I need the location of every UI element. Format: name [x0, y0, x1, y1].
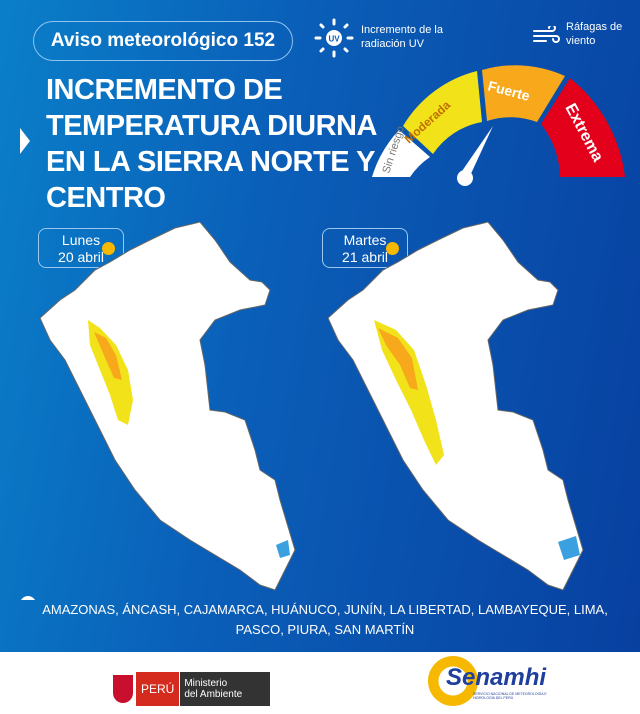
minam-logo: PERÚ Ministerio del Ambiente	[113, 672, 271, 706]
maps	[21, 221, 584, 600]
risk-gauge: Sin riesgo Moderada Fuerte Extrema	[372, 65, 625, 186]
gauge-moderada	[403, 71, 482, 154]
alert-zone-moderate	[88, 320, 133, 425]
ministry-label: Ministerio del Ambiente	[179, 672, 271, 706]
gauge-fuerte	[482, 65, 565, 122]
senamhi-sun-icon	[428, 656, 478, 706]
warning-poster: Aviso meteorológico 152 UV Incremento de…	[0, 0, 640, 652]
wind-legend-line: Ráfagas de	[566, 21, 623, 33]
date-card-tuesday: Martes 21 abril	[322, 228, 408, 268]
uv-legend-line: Incremento de la	[361, 24, 443, 36]
title-line: TEMPERATURA DIURNA	[46, 110, 377, 142]
senamhi-logo: Senamhi SERVICIO NACIONAL DE METEOROLOGÍ…	[428, 654, 558, 712]
map-tuesday	[327, 221, 584, 591]
ministry-line: Ministerio	[184, 678, 228, 689]
uv-legend-line: radiación UV	[361, 38, 424, 50]
title-arrow-icon	[20, 128, 30, 154]
gauge-extrema	[541, 78, 625, 177]
date-card-monday: Lunes 20 abril	[38, 228, 124, 268]
uv-sun-icon: UV	[314, 18, 354, 58]
gauge-sin-riesgo	[372, 130, 430, 177]
title-line: CENTRO	[46, 182, 166, 214]
date-date: 20 abril	[58, 249, 104, 265]
svg-text:UV: UV	[328, 35, 340, 44]
wind-icon	[533, 26, 560, 43]
gauge-needle	[460, 126, 493, 178]
senamhi-name: Senamhi	[446, 664, 547, 691]
location-pin-icon	[21, 596, 35, 600]
alert-zone-strong	[378, 328, 418, 390]
peru-label: PERÚ	[136, 672, 180, 706]
warning-badge: Aviso meteorológico 152	[33, 21, 293, 61]
lake-titicaca	[558, 536, 580, 560]
title-line: EN LA SIERRA NORTE Y	[46, 146, 375, 178]
map-monday	[39, 221, 296, 591]
sun-icon	[386, 242, 399, 255]
wind-legend-line: viento	[566, 35, 596, 47]
affected-regions: AMAZONAS, ÁNCASH, CAJAMARCA, HUÁNUCO, JU…	[42, 602, 608, 637]
wind-legend: Ráfagas de viento	[566, 20, 622, 48]
peru-shield-icon	[113, 675, 133, 703]
date-day: Martes	[343, 232, 387, 248]
ministry-line: del Ambiente	[184, 689, 243, 700]
title-line: INCREMENTO DE	[46, 74, 283, 106]
alert-zone-moderate	[374, 320, 444, 465]
date-day: Lunes	[61, 232, 101, 248]
sun-icon	[102, 242, 115, 255]
date-date: 21 abril	[342, 249, 388, 265]
senamhi-subtitle: SERVICIO NACIONAL DE METEOROLOGÍA E HIDR…	[473, 692, 547, 700]
footer: PERÚ Ministerio del Ambiente Senamhi SERV…	[0, 652, 640, 714]
alert-zone-strong	[94, 332, 122, 380]
lake-titicaca	[276, 540, 290, 558]
page-title: INCREMENTO DE TEMPERATURA DIURNA EN LA S…	[46, 72, 377, 216]
uv-legend: Incremento de la radiación UV	[361, 23, 443, 51]
